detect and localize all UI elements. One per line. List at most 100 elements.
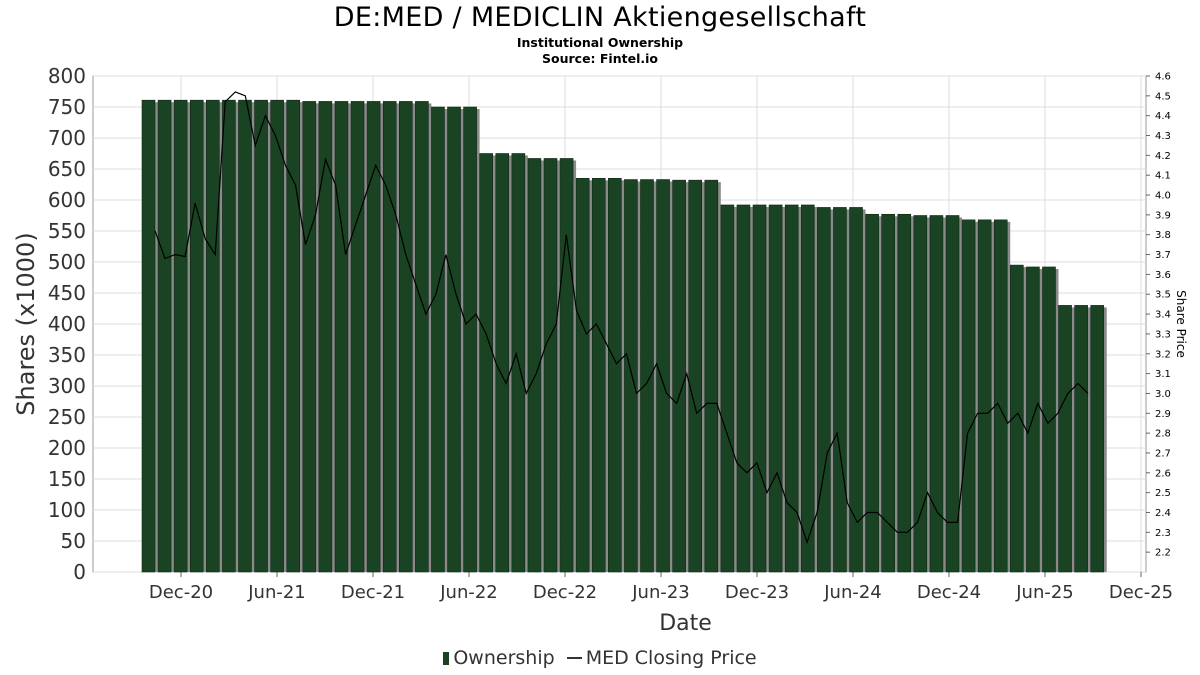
legend-item-price: MED Closing Price bbox=[561, 647, 757, 669]
x-tick-label: Jun-22 bbox=[439, 582, 498, 603]
ownership-bar bbox=[366, 101, 381, 573]
y2-tick-label: 2.7 bbox=[1155, 448, 1171, 459]
y2-tick-label: 3.4 bbox=[1155, 310, 1171, 321]
y-tick-label: 800 bbox=[48, 64, 86, 88]
y2-tick-label: 3.8 bbox=[1155, 230, 1171, 241]
y2-tick-label: 4.2 bbox=[1155, 151, 1171, 162]
y2-tick-label: 2.8 bbox=[1155, 429, 1171, 440]
y-tick-label: 350 bbox=[48, 343, 86, 367]
ownership-bar bbox=[238, 99, 252, 573]
legend-label-price: MED Closing Price bbox=[585, 647, 757, 669]
legend-label-ownership: Ownership bbox=[453, 647, 555, 669]
ownership-bar bbox=[736, 204, 751, 573]
x-tick-label: Dec-22 bbox=[533, 582, 597, 603]
ownership-bar bbox=[431, 106, 445, 573]
y-tick-label: 700 bbox=[48, 126, 86, 150]
chart-source: Source: Fintel.io bbox=[542, 51, 658, 66]
ownership-bar bbox=[1090, 305, 1105, 573]
ownership-bar bbox=[720, 204, 735, 573]
ownership-bar bbox=[881, 213, 895, 573]
ownership-bar bbox=[656, 179, 670, 573]
y-tick-label: 650 bbox=[48, 157, 86, 181]
ownership-bar bbox=[334, 101, 349, 573]
ownership-bar bbox=[286, 99, 301, 573]
y-tick-label: 750 bbox=[48, 95, 86, 119]
ownership-bar bbox=[1074, 305, 1088, 573]
y2-tick-label: 4.4 bbox=[1155, 111, 1171, 122]
ownership-bar bbox=[173, 99, 188, 573]
ownership-bar bbox=[961, 219, 976, 573]
ownership-bar bbox=[1010, 264, 1024, 573]
ownership-bar bbox=[688, 179, 703, 573]
ownership-bar bbox=[1042, 266, 1056, 573]
ownership-bar bbox=[897, 213, 912, 573]
ownership-bar bbox=[270, 99, 284, 573]
ownership-bar bbox=[624, 179, 638, 573]
ownership-bar bbox=[398, 101, 413, 573]
y-axis-label: Shares (x1000) bbox=[12, 232, 40, 415]
x-tick-label: Dec-20 bbox=[149, 582, 213, 603]
ownership-bar bbox=[752, 204, 767, 573]
ownership-bar bbox=[800, 204, 815, 573]
y-tick-label: 0 bbox=[73, 560, 86, 584]
y-tick-label: 50 bbox=[61, 529, 86, 553]
ownership-bar bbox=[463, 106, 477, 573]
y-tick-label: 150 bbox=[48, 467, 86, 491]
ownership-bar bbox=[817, 207, 831, 573]
ownership-bar bbox=[672, 179, 686, 573]
ownership-bar bbox=[382, 101, 397, 573]
y2-tick-label: 3.1 bbox=[1155, 369, 1171, 380]
y-tick-label: 100 bbox=[48, 498, 86, 522]
y-tick-label: 600 bbox=[48, 188, 86, 212]
ownership-bar bbox=[608, 178, 622, 573]
y-tick-label: 200 bbox=[48, 436, 86, 460]
ownership-bar bbox=[415, 101, 429, 573]
y2-tick-label: 3.2 bbox=[1155, 349, 1171, 360]
ownership-bar bbox=[318, 101, 333, 573]
y2-tick-label: 4.6 bbox=[1155, 72, 1171, 83]
y2-tick-label: 4.5 bbox=[1155, 91, 1171, 102]
ownership-bar bbox=[543, 158, 558, 573]
y2-tick-label: 3.0 bbox=[1155, 389, 1171, 400]
x-tick-label: Dec-24 bbox=[917, 582, 981, 603]
legend-swatch-price bbox=[566, 657, 582, 659]
y2-tick-label: 3.6 bbox=[1155, 270, 1171, 281]
ownership-bar bbox=[350, 101, 365, 573]
y-tick-label: 400 bbox=[48, 312, 86, 336]
x-tick-label: Dec-25 bbox=[1109, 582, 1173, 603]
y2-tick-label: 2.3 bbox=[1155, 528, 1171, 539]
y2-tick-label: 2.2 bbox=[1155, 548, 1171, 559]
ownership-bar bbox=[913, 215, 928, 573]
ownership-bar bbox=[222, 99, 236, 573]
y2-tick-label: 3.5 bbox=[1155, 290, 1171, 301]
ownership-bar bbox=[495, 153, 510, 573]
x-axis-label: Date bbox=[659, 611, 712, 636]
ownership-bar bbox=[784, 204, 799, 573]
ownership-bar bbox=[929, 215, 944, 573]
ownership-bar bbox=[977, 219, 992, 573]
y-tick-label: 250 bbox=[48, 405, 86, 429]
y2-tick-label: 3.9 bbox=[1155, 210, 1171, 221]
y-tick-label: 550 bbox=[48, 219, 86, 243]
ownership-bar bbox=[865, 213, 879, 573]
y2-tick-label: 2.9 bbox=[1155, 409, 1171, 420]
ownership-bar bbox=[768, 204, 783, 573]
ownership-bar bbox=[1058, 305, 1072, 573]
ownership-bar bbox=[447, 106, 461, 573]
ownership-bar bbox=[527, 158, 542, 573]
ownership-bar bbox=[945, 215, 960, 573]
ownership-bar bbox=[254, 99, 268, 573]
ownership-bar bbox=[302, 101, 317, 573]
y-tick-label: 450 bbox=[48, 281, 86, 305]
chart-title: DE:MED / MEDICLIN Aktiengesellschaft bbox=[333, 2, 867, 33]
chart-subtitle: Institutional Ownership bbox=[516, 35, 684, 50]
y-tick-label: 500 bbox=[48, 250, 86, 274]
ownership-bar bbox=[479, 153, 493, 573]
y2-tick-label: 2.5 bbox=[1155, 488, 1171, 499]
ownership-bar bbox=[640, 179, 654, 573]
ownership-bar bbox=[591, 178, 606, 573]
y2-tick-label: 3.7 bbox=[1155, 250, 1171, 261]
x-tick-label: Jun-24 bbox=[823, 582, 882, 603]
